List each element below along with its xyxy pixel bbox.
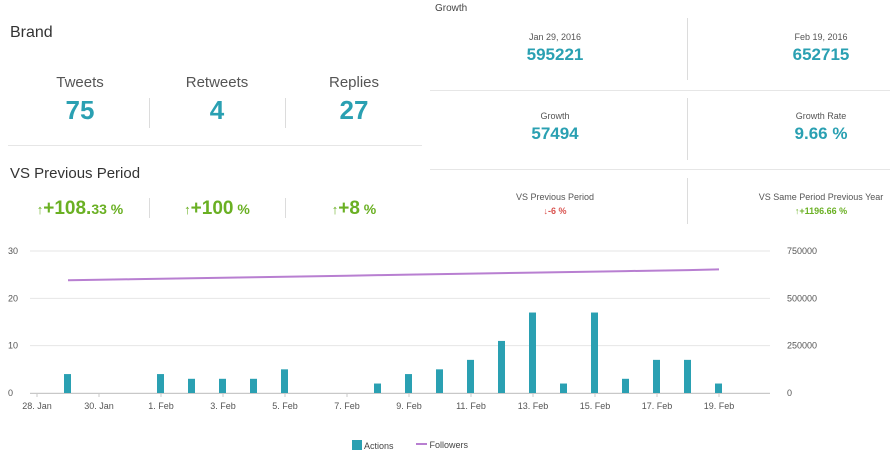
y-right-tick-label: 250000 <box>787 341 817 351</box>
x-tick-label: 15. Feb <box>580 401 611 411</box>
actions-bar <box>64 374 71 393</box>
tweets-change-decimal: 33 % <box>91 201 124 217</box>
actions-followers-chart: 0 0 10 250000 20 500000 30 750000 28. Jan 30. Jan… <box>8 246 817 411</box>
replies-metric: Replies 27 <box>286 74 422 126</box>
growth-vs-previous: VS Previous Period ↓-6 % <box>430 192 680 216</box>
x-tick-label: 30. Jan <box>84 401 114 411</box>
tweets-change-value: +108. <box>43 198 92 219</box>
x-tick-label: 9. Feb <box>396 401 422 411</box>
divider <box>8 145 422 146</box>
actions-bar <box>715 383 722 393</box>
actions-bar <box>622 378 629 393</box>
actions-bar <box>188 378 195 393</box>
y-left-tick-label: 20 <box>8 293 18 303</box>
legend-actions[interactable]: Actions <box>352 440 394 451</box>
retweets-change-value: +100 <box>190 198 234 219</box>
actions-bar <box>560 383 567 393</box>
divider <box>687 18 688 80</box>
end-followers: Feb 19, 2016 652715 <box>696 32 896 65</box>
growth-vs-same-period-label: VS Same Period Previous Year <box>758 192 884 202</box>
x-tick-label: 11. Feb <box>456 401 486 411</box>
y-left-tick-label: 10 <box>8 341 18 351</box>
retweets-change: ↑+100 % <box>149 198 285 220</box>
x-tick-label: 13. Feb <box>518 401 549 411</box>
replies-label: Replies <box>328 74 380 91</box>
actions-bar <box>405 374 412 393</box>
start-followers: Jan 29, 2016 595221 <box>430 32 680 65</box>
actions-bar <box>684 359 691 393</box>
legend-followers-swatch <box>416 443 427 445</box>
growth-rate-metric: Growth Rate 9.66 % <box>696 111 896 144</box>
replies-value: 27 <box>339 95 369 125</box>
x-tick-label: 7. Feb <box>334 401 360 411</box>
actions-bar <box>467 359 474 393</box>
divider <box>285 98 286 128</box>
replies-change: ↑+8 % <box>286 198 422 220</box>
start-followers-value: 595221 <box>526 45 584 64</box>
up-arrow-icon: ↑ <box>36 202 44 217</box>
x-tick-label: 28. Jan <box>22 401 52 411</box>
retweets-label: Retweets <box>185 74 249 91</box>
divider <box>430 90 890 91</box>
x-tick-label: 1. Feb <box>148 401 174 411</box>
y-right-tick-label: 750000 <box>787 246 817 256</box>
up-arrow-icon: ↑ <box>331 202 339 217</box>
growth-label: Growth <box>540 111 570 121</box>
actions-bar <box>157 374 164 393</box>
growth-vs-previous-value: ↓-6 % <box>543 206 567 216</box>
actions-bar <box>219 378 226 393</box>
legend-actions-label: Actions <box>364 441 394 451</box>
actions-bar <box>250 378 257 393</box>
x-tick-label: 3. Feb <box>210 401 236 411</box>
followers-line <box>67 268 720 282</box>
x-tick-label: 19. Feb <box>704 401 735 411</box>
replies-change-value: +8 <box>338 198 360 219</box>
start-date-label: Jan 29, 2016 <box>528 32 582 42</box>
y-left-tick-label: 0 <box>8 388 13 398</box>
legend-followers-label: Followers <box>429 440 469 450</box>
actions-bar <box>281 369 288 393</box>
growth-title: Growth <box>435 3 468 14</box>
up-arrow-icon: ↑ <box>184 202 191 217</box>
divider <box>430 169 890 170</box>
growth-rate-label: Growth Rate <box>795 111 847 121</box>
divider <box>149 98 150 128</box>
y-left-tick-label: 30 <box>8 246 18 256</box>
legend-actions-swatch <box>352 440 362 450</box>
tweets-change: ↑+108.33 % <box>12 198 148 220</box>
growth-value: 57494 <box>531 124 579 143</box>
actions-bar <box>436 369 443 393</box>
tweets-label: Tweets <box>56 74 104 91</box>
actions-bar <box>374 383 381 393</box>
retweets-value: 4 <box>209 95 225 125</box>
growth-vs-previous-label: VS Previous Period <box>515 192 595 202</box>
actions-bar <box>498 340 505 393</box>
x-tick-label: 5. Feb <box>272 401 298 411</box>
actions-bar <box>653 359 660 393</box>
growth-metric: Growth 57494 <box>430 111 680 144</box>
divider <box>149 198 150 218</box>
tweets-value: 75 <box>65 95 95 125</box>
growth-vs-same-period-value: ↑+1196.66 % <box>794 206 848 216</box>
growth-vs-same-period: VS Same Period Previous Year ↑+1196.66 % <box>696 192 896 216</box>
x-tick-label: 17. Feb <box>642 401 673 411</box>
actions-bar <box>529 312 536 393</box>
retweets-change-unit: % <box>233 201 250 217</box>
replies-change-unit: % <box>359 201 377 217</box>
y-right-tick-label: 0 <box>787 388 792 398</box>
legend-followers[interactable]: Followers <box>416 440 468 450</box>
y-right-tick-label: 500000 <box>787 293 817 303</box>
retweets-metric: Retweets 4 <box>149 74 285 126</box>
vs-previous-period-title: VS Previous Period <box>10 165 141 182</box>
brand-title: Brand <box>10 24 53 41</box>
divider <box>687 98 688 160</box>
actions-bar <box>591 312 598 393</box>
end-followers-value: 652715 <box>792 45 850 64</box>
end-date-label: Feb 19, 2016 <box>794 32 848 42</box>
divider <box>285 198 286 218</box>
growth-rate-value: 9.66 % <box>794 124 848 143</box>
divider <box>687 178 688 224</box>
tweets-metric: Tweets 75 <box>12 74 148 126</box>
